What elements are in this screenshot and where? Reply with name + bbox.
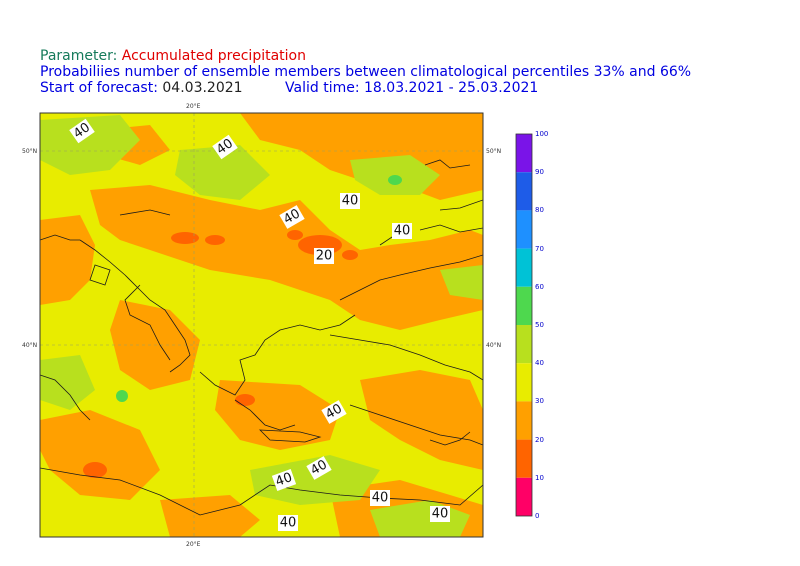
colorbar-tick-label: 60 (535, 282, 544, 291)
contour-label: 40 (321, 400, 347, 424)
contour-label-text: 40 (432, 507, 449, 522)
map-frame (39, 112, 484, 538)
contour-label: 20 (314, 248, 334, 264)
contour-label: 40 (370, 490, 390, 506)
contour-label: 40 (430, 506, 450, 522)
colorbar-segment (516, 363, 532, 402)
colorbar-tick-label: 10 (535, 473, 544, 482)
lat-tick-right-40: 40°N (486, 342, 502, 349)
contour-label: 40 (279, 205, 305, 229)
colorbar-tick-label: 70 (535, 244, 544, 253)
colorbar-tick-label: 20 (535, 435, 544, 444)
colorbar-tick-label: 50 (535, 321, 544, 329)
contour-label: 40 (392, 223, 412, 239)
colorbar-tick-label: 0 (535, 512, 540, 520)
colorbar-segment (516, 248, 532, 287)
contour-label-text: 40 (342, 194, 359, 209)
contour-label-text: 40 (281, 206, 303, 227)
colorbar-segment (516, 477, 532, 516)
colorbar-frame (515, 133, 533, 517)
valid-label: Valid time: (285, 80, 360, 96)
contour-label: 40 (271, 469, 297, 491)
valid-value: 18.03.2021 - 25.03.2021 (364, 80, 539, 96)
lat-tick-left-50: 50°N (22, 148, 38, 155)
contour-label-text: 40 (308, 457, 330, 478)
contour-label-text: 40 (280, 516, 297, 531)
contour-label: 40 (212, 134, 238, 160)
contour-label-text: 40 (394, 224, 411, 239)
contour-label-text: 40 (323, 401, 345, 422)
lat-tick-left-40: 40°N (22, 342, 38, 349)
lat-tick-right-50: 50°N (486, 148, 502, 155)
colorbar-segment (516, 134, 532, 173)
colorbar-tick-label: 90 (535, 168, 544, 177)
contour-labels: 40 40 40 40 40 20 40 40 40 40 40 40 (69, 118, 450, 531)
colorbar-segment (516, 325, 532, 364)
start-value: 04.03.2021 (162, 80, 243, 96)
parameter-line: Parameter: Accumulated precipitation (40, 48, 306, 64)
lon-tick-top: 20°E (186, 103, 201, 110)
parameter-label: Parameter: (40, 48, 118, 64)
colorbar-tick-label: 30 (535, 397, 544, 406)
time-line: Start of forecast: 04.03.2021 Valid time… (40, 80, 538, 96)
contour-label: 40 (306, 456, 332, 480)
contour-label-text: 40 (372, 491, 389, 506)
probability-field (40, 113, 483, 537)
start-label: Start of forecast: (40, 80, 158, 96)
colorbar-segment (516, 210, 532, 249)
contour-label: 40 (69, 118, 95, 144)
colorbar (515, 133, 533, 517)
lon-tick-bottom: 20°E (186, 541, 201, 548)
colorbar-segment (516, 401, 532, 440)
colorbar-tick-label: 100 (535, 130, 549, 138)
contour-label: 40 (340, 193, 360, 209)
parameter-value: Accumulated precipitation (121, 48, 306, 64)
colorbar-segment (516, 439, 532, 478)
colorbar-tick-label: 40 (535, 359, 544, 368)
colorbar-segment (516, 286, 532, 325)
contour-label: 40 (278, 515, 298, 531)
colorbar-tick-label: 80 (535, 206, 544, 215)
contour-label-text: 40 (274, 470, 295, 490)
contour-label-text: 20 (316, 249, 333, 264)
subtitle: Probabiliies number of ensemble members … (40, 64, 692, 80)
colorbar-segment (516, 172, 532, 211)
